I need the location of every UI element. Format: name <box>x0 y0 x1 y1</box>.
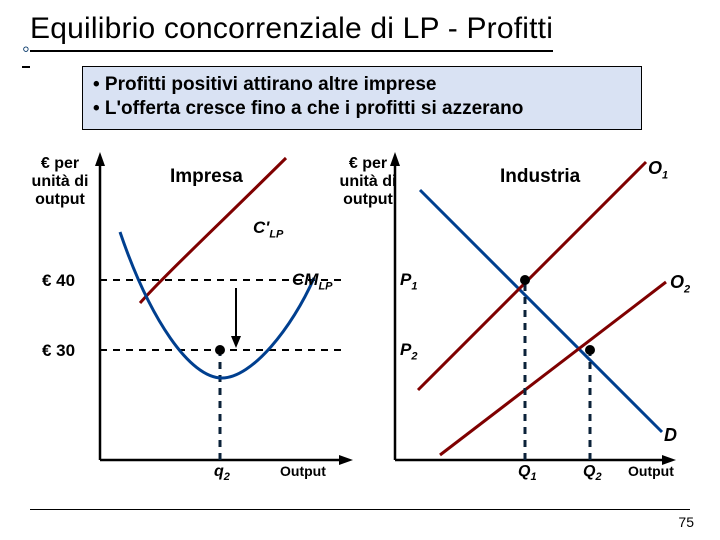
footer-rule <box>30 509 690 510</box>
p2-label: P2 <box>400 340 417 362</box>
right-x-axis-label: Output <box>628 463 674 479</box>
page-number: 75 <box>678 514 694 530</box>
o2-label: O2 <box>670 272 690 296</box>
q2-right-label: Q2 <box>583 463 602 483</box>
p1-label: P1 <box>400 270 417 292</box>
d-label: D <box>664 425 677 446</box>
o1-label: O1 <box>648 158 668 182</box>
slide: Equilibrio concorrenziale di LP - Profit… <box>0 0 720 540</box>
q1-label: Q1 <box>518 463 537 483</box>
right-chart-svg <box>0 0 720 540</box>
